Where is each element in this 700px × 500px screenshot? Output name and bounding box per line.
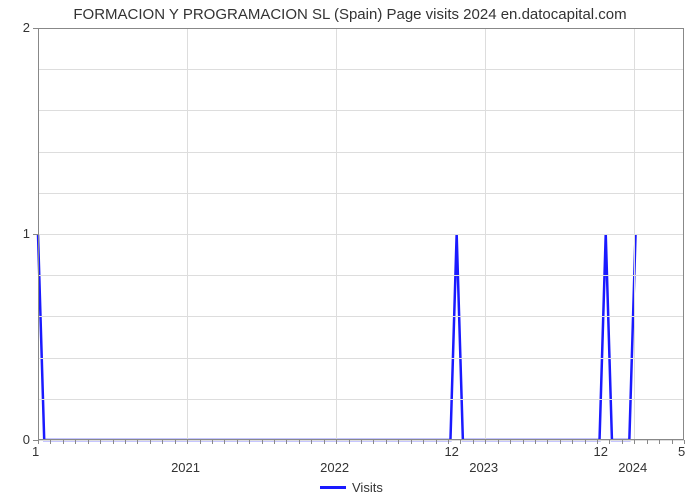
- chart-title: FORMACION Y PROGRAMACION SL (Spain) Page…: [0, 6, 700, 23]
- y-axis-label: 1: [23, 226, 30, 241]
- x-axis-tick: [560, 440, 561, 444]
- legend-label: Visits: [352, 480, 383, 495]
- x-axis-tick: [609, 440, 610, 444]
- x-axis-tick: [274, 440, 275, 444]
- x-axis-tick: [187, 440, 188, 444]
- x-axis-tick: [373, 440, 374, 444]
- grid-line-horizontal: [38, 234, 684, 235]
- x-axis-tick: [299, 440, 300, 444]
- x-axis-tick: [634, 440, 635, 444]
- x-axis-year-label: 2022: [320, 460, 349, 475]
- x-axis-tick: [411, 440, 412, 444]
- x-axis-tick: [100, 440, 101, 444]
- x-axis-tick: [125, 440, 126, 444]
- grid-line-horizontal: [38, 193, 684, 194]
- x-axis-tick: [547, 440, 548, 444]
- x-axis-tick: [324, 440, 325, 444]
- x-axis-tick: [622, 440, 623, 444]
- x-axis-tick: [113, 440, 114, 444]
- plot-border: [38, 28, 39, 440]
- grid-line-horizontal: [38, 110, 684, 111]
- x-axis-value-label: 1: [32, 444, 39, 459]
- x-axis-tick: [485, 440, 486, 444]
- x-axis-tick: [88, 440, 89, 444]
- x-axis-tick: [200, 440, 201, 444]
- x-axis-value-label: 5: [678, 444, 685, 459]
- x-axis-tick: [262, 440, 263, 444]
- x-axis-tick: [137, 440, 138, 444]
- x-axis-year-label: 2023: [469, 460, 498, 475]
- x-axis-tick: [336, 440, 337, 444]
- x-axis-tick: [647, 440, 648, 444]
- x-axis-tick: [175, 440, 176, 444]
- chart-container: FORMACION Y PROGRAMACION SL (Spain) Page…: [0, 0, 700, 500]
- grid-line-horizontal: [38, 399, 684, 400]
- x-axis-tick: [63, 440, 64, 444]
- x-axis-tick: [572, 440, 573, 444]
- x-axis-tick: [659, 440, 660, 444]
- x-axis-value-label: 12: [594, 444, 608, 459]
- grid-line-horizontal: [38, 275, 684, 276]
- x-axis-tick: [349, 440, 350, 444]
- grid-line-vertical: [336, 28, 337, 440]
- x-axis-tick: [460, 440, 461, 444]
- x-axis-tick: [249, 440, 250, 444]
- grid-line-horizontal: [38, 316, 684, 317]
- x-axis-tick: [361, 440, 362, 444]
- x-axis-tick: [162, 440, 163, 444]
- x-axis-tick: [286, 440, 287, 444]
- y-axis-label: 0: [23, 432, 30, 447]
- x-axis-tick: [473, 440, 474, 444]
- x-axis-tick: [311, 440, 312, 444]
- x-axis-tick: [523, 440, 524, 444]
- x-axis-tick: [585, 440, 586, 444]
- grid-line-vertical: [187, 28, 188, 440]
- x-axis-tick: [386, 440, 387, 444]
- grid-line-vertical: [634, 28, 635, 440]
- y-axis-tick: [33, 28, 38, 29]
- grid-line-horizontal: [38, 358, 684, 359]
- y-axis-label: 2: [23, 20, 30, 35]
- grid-line-horizontal: [38, 69, 684, 70]
- x-axis-tick: [535, 440, 536, 444]
- grid-line-horizontal: [38, 152, 684, 153]
- plot-border: [683, 28, 684, 440]
- x-axis-tick: [436, 440, 437, 444]
- x-axis-tick: [75, 440, 76, 444]
- x-axis-year-label: 2021: [171, 460, 200, 475]
- plot-border: [38, 28, 684, 29]
- plot-area: [38, 28, 684, 440]
- x-axis-tick: [212, 440, 213, 444]
- legend: Visits: [320, 480, 383, 495]
- x-axis-year-label: 2024: [618, 460, 647, 475]
- x-axis-tick: [498, 440, 499, 444]
- x-axis-tick: [224, 440, 225, 444]
- x-axis-tick: [510, 440, 511, 444]
- x-axis-tick: [398, 440, 399, 444]
- legend-swatch: [320, 486, 346, 489]
- y-axis-tick: [33, 234, 38, 235]
- x-axis-tick: [672, 440, 673, 444]
- x-axis-tick: [50, 440, 51, 444]
- x-axis-tick: [150, 440, 151, 444]
- x-axis-tick: [423, 440, 424, 444]
- x-axis-tick: [237, 440, 238, 444]
- x-axis-value-label: 12: [444, 444, 458, 459]
- grid-line-vertical: [485, 28, 486, 440]
